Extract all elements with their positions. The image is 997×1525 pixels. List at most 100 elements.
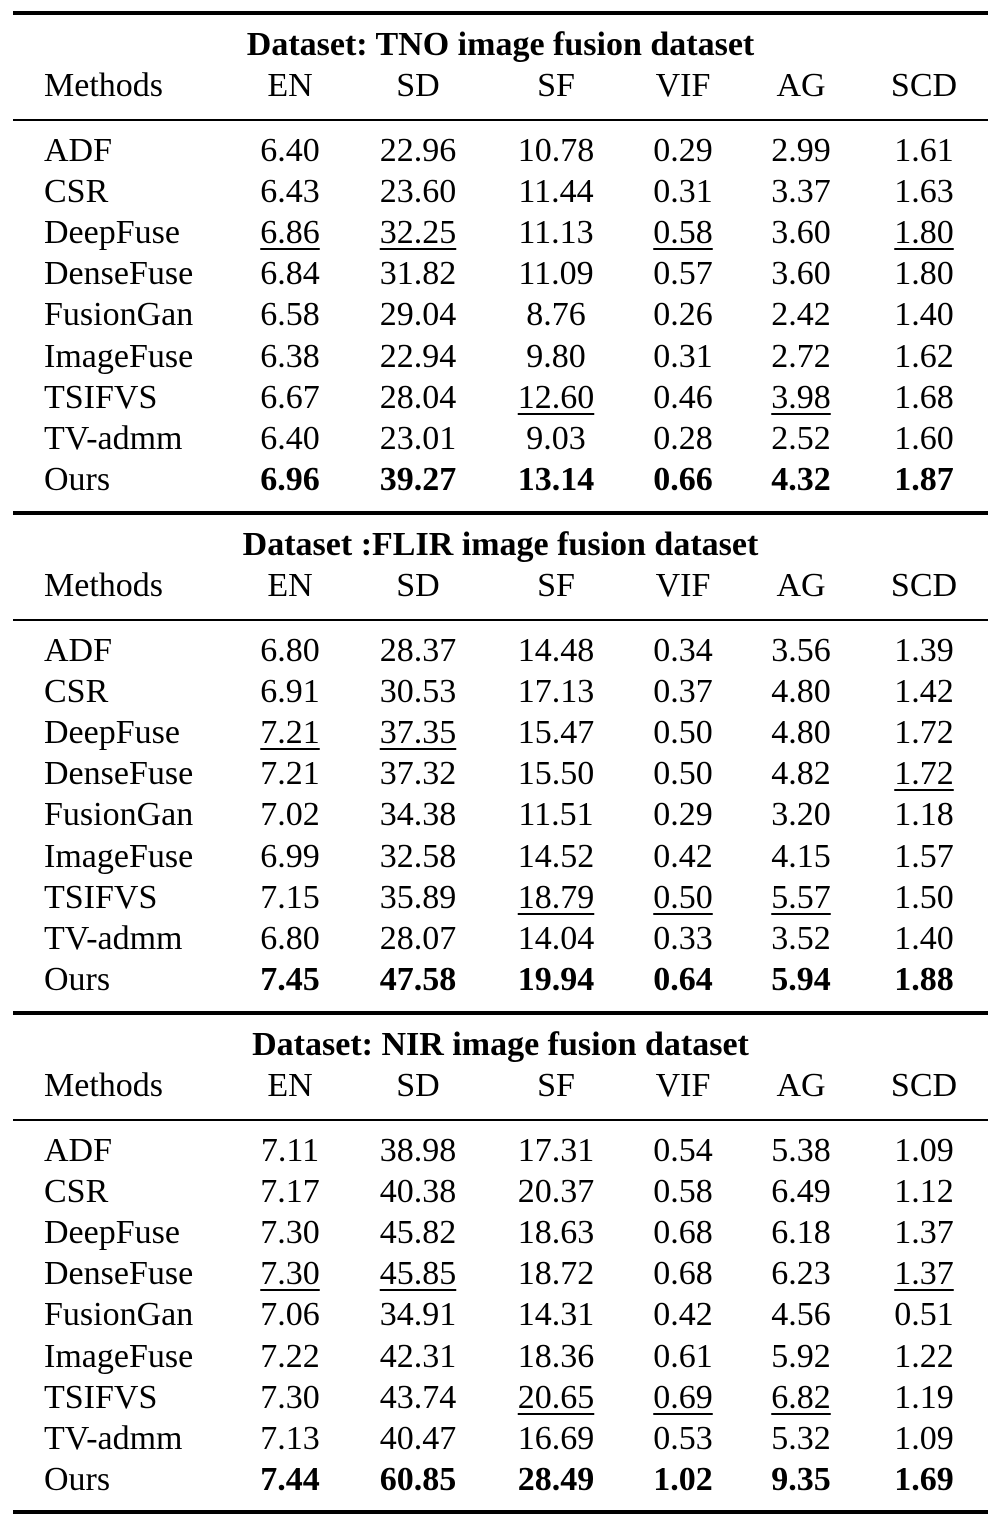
column-header: SCD <box>890 67 958 104</box>
table-cell: 7.30 <box>260 1214 320 1252</box>
table-cell: 0.54 <box>653 1132 713 1169</box>
table-row-method: TV-admm <box>44 919 183 957</box>
table-cell: 6.91 <box>260 673 320 711</box>
table-cell: 29.04 <box>379 296 457 334</box>
table-cell: 16.69 <box>517 1419 595 1457</box>
table-cell: 6.49 <box>771 1173 831 1211</box>
table-cell: 6.38 <box>260 337 320 375</box>
section-title: Dataset: NIR image fusion dataset <box>252 1026 749 1063</box>
table-row-method: DenseFuse <box>44 755 194 793</box>
table-row-method: DenseFuse <box>44 1255 194 1293</box>
table-cell: 11.13 <box>518 214 594 252</box>
table-cell: 6.80 <box>260 919 320 957</box>
table-cell: 0.26 <box>653 296 713 334</box>
table-cell: 7.02 <box>260 796 320 834</box>
table-cell: 47.58 <box>379 960 457 998</box>
table-cell: 0.50 <box>653 878 713 916</box>
table-cell: 1.50 <box>894 878 954 916</box>
table-cell: 2.42 <box>771 296 831 334</box>
table-cell: 32.58 <box>379 837 457 875</box>
table-cell: 0.50 <box>653 714 713 752</box>
table-cell: 23.01 <box>379 419 457 457</box>
table-cell: 6.58 <box>260 296 320 334</box>
table-cell: 11.51 <box>518 796 594 834</box>
table-cell: 0.51 <box>894 1296 954 1334</box>
column-header: SF <box>537 67 575 104</box>
table-cell: 28.49 <box>517 1460 595 1498</box>
table-cell: 3.98 <box>771 378 831 416</box>
table-cell: 7.06 <box>260 1296 320 1334</box>
table-row-method: Ours <box>44 460 111 498</box>
table-cell: 7.21 <box>260 714 320 752</box>
table-row-method: FusionGan <box>44 1296 194 1334</box>
table-cell: 7.30 <box>260 1378 320 1416</box>
table-row-method: TV-admm <box>44 1419 183 1457</box>
table-cell: 7.22 <box>260 1337 320 1375</box>
table-cell: 4.80 <box>771 714 831 752</box>
table-cell: 1.69 <box>894 1460 954 1498</box>
table-cell: 22.96 <box>379 132 457 169</box>
table-cell: 7.15 <box>260 878 320 916</box>
table-cell: 4.15 <box>771 837 831 875</box>
table-cell: 9.03 <box>526 419 586 457</box>
table-cell: 40.47 <box>379 1419 457 1457</box>
table-cell: 1.87 <box>894 460 954 498</box>
section-divider-rule <box>13 511 988 515</box>
column-header: EN <box>267 1067 313 1104</box>
table-row-method: CSR <box>44 1173 109 1211</box>
table-cell: 34.38 <box>379 796 457 834</box>
table-row-method: TSIFVS <box>44 878 158 916</box>
table-cell: 6.23 <box>771 1255 831 1293</box>
table-cell: 6.84 <box>260 255 320 293</box>
bottom-rule <box>13 1510 988 1514</box>
table-cell: 6.40 <box>260 132 320 169</box>
section-title: Dataset :FLIR image fusion dataset <box>242 526 759 563</box>
table-cell: 0.34 <box>653 632 713 669</box>
table-cell: 0.58 <box>653 214 713 252</box>
table-row-method: CSR <box>44 173 109 211</box>
column-header: AG <box>776 1067 826 1104</box>
table-row-method: FusionGan <box>44 796 194 834</box>
table-cell: 18.79 <box>517 878 595 916</box>
table-cell: 34.91 <box>379 1296 457 1334</box>
table-cell: 6.82 <box>771 1378 831 1416</box>
table-cell: 0.42 <box>653 1296 713 1334</box>
column-header: VIF <box>655 1067 711 1104</box>
table-cell: 6.96 <box>260 460 320 498</box>
table-cell: 18.63 <box>517 1214 595 1252</box>
table-cell: 5.57 <box>771 878 831 916</box>
table-cell: 1.60 <box>894 419 954 457</box>
table-cell: 11.09 <box>518 255 594 293</box>
table-cell: 1.61 <box>894 132 954 169</box>
table-cell: 6.80 <box>260 632 320 669</box>
table-cell: 1.22 <box>894 1337 954 1375</box>
table-cell: 1.12 <box>894 1173 954 1211</box>
table-cell: 4.32 <box>771 460 831 498</box>
table-cell: 14.52 <box>517 837 595 875</box>
table-cell: 9.80 <box>526 337 586 375</box>
table-cell: 4.80 <box>771 673 831 711</box>
table-cell: 12.60 <box>517 378 595 416</box>
table-cell: 10.78 <box>517 132 595 169</box>
column-header: SD <box>396 67 440 104</box>
table-cell: 18.36 <box>517 1337 595 1375</box>
table-cell: 1.57 <box>894 837 954 875</box>
table-cell: 0.29 <box>653 132 713 169</box>
table-cell: 7.13 <box>260 1419 320 1457</box>
table-row-method: ADF <box>44 1132 113 1169</box>
table-cell: 4.82 <box>771 755 831 793</box>
table-cell: 0.64 <box>653 960 713 998</box>
table-cell: 6.86 <box>260 214 320 252</box>
table-row-method: ImageFuse <box>44 1337 194 1375</box>
table-cell: 1.63 <box>894 173 954 211</box>
table-cell: 1.09 <box>894 1132 954 1169</box>
table-cell: 3.60 <box>771 255 831 293</box>
table-cell: 45.85 <box>379 1255 457 1293</box>
table-cell: 0.50 <box>653 755 713 793</box>
section-title: Dataset: TNO image fusion dataset <box>246 26 755 63</box>
table-row-method: TSIFVS <box>44 1378 158 1416</box>
table-cell: 18.72 <box>517 1255 595 1293</box>
table-cell: 3.52 <box>771 919 831 957</box>
table-cell: 14.31 <box>517 1296 595 1334</box>
table-cell: 9.35 <box>771 1460 831 1498</box>
